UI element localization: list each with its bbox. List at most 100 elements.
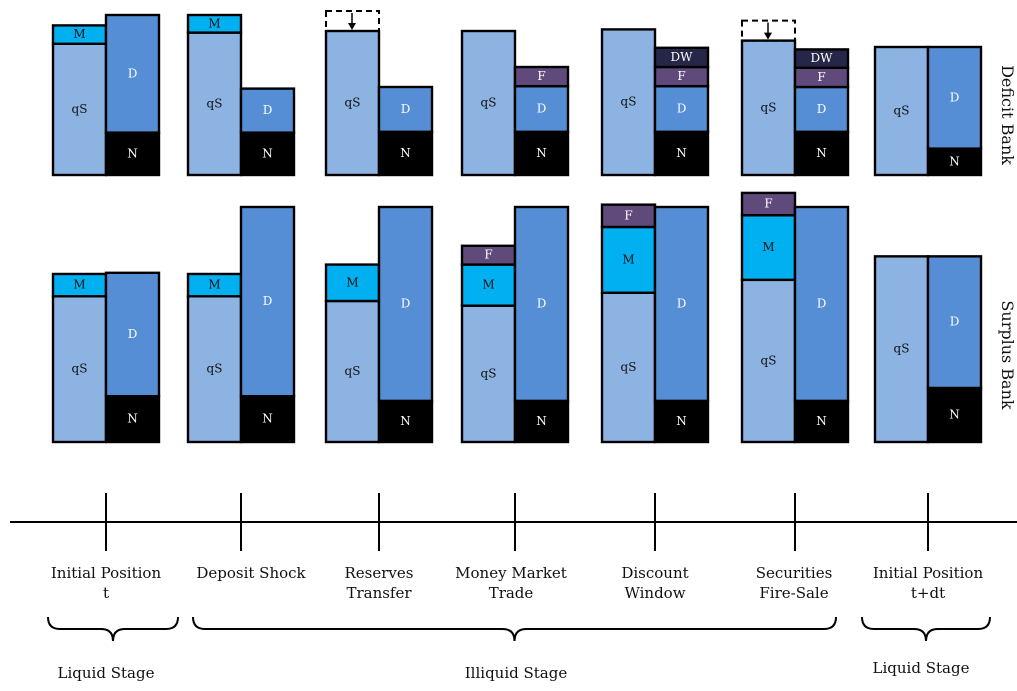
surplus-3-right-d-label: D <box>401 296 411 310</box>
surplus-panel-5: qS M F N D <box>600 203 710 444</box>
deficit-7-right-d-label: D <box>950 90 960 104</box>
stage-caption-4: Money Market Trade <box>455 564 567 602</box>
row-label-surplus: Surplus Bank <box>998 300 1017 409</box>
deficit-2-left-qs-label: qS <box>207 96 223 110</box>
deficit-1-right-d-block <box>104 13 161 134</box>
deficit-2-right-n-block <box>239 131 296 177</box>
deficit-3-withdrawn-reserves-outline <box>325 10 380 32</box>
surplus-2-right-n-label: N <box>262 412 273 426</box>
stage-caption-5: Discount Window <box>621 564 688 602</box>
surplus-panel-2: qS M N D <box>186 205 296 444</box>
surplus-6-right-d-block <box>793 205 850 403</box>
deficit-7-left-qs-block <box>873 45 930 177</box>
deficit-5-right-f-label: F <box>677 69 685 83</box>
deficit-4-left-qs-block <box>460 29 517 177</box>
surplus-panel-4: qS M F N D <box>460 205 570 444</box>
surplus-7-right-n-block <box>926 386 983 444</box>
deficit-4-right-f-block <box>513 65 570 88</box>
phase-label-1: Liquid Stage <box>58 664 155 682</box>
surplus-1-right-d-block <box>104 271 161 398</box>
deficit-5-right-dw-label: DW <box>671 50 694 64</box>
deficit-5-right-d-block <box>653 84 710 133</box>
phase-label-2: Illiquid Stage <box>465 664 568 682</box>
deficit-2-left-qs-block <box>186 31 243 177</box>
surplus-6-left-qs-label: qS <box>761 353 777 367</box>
deficit-2-left-m-block <box>186 13 243 34</box>
surplus-1-right-n-block <box>104 394 161 444</box>
surplus-3-left-m-label: M <box>346 275 358 289</box>
deficit-3-right-d-block <box>377 85 434 133</box>
deficit-7-right-n-block <box>926 147 983 177</box>
phase-braces: Liquid Stage Illiquid Stage Liquid Stage <box>47 616 991 682</box>
deficit-6-right-dw-label: DW <box>811 51 834 65</box>
stage-caption-line: t+dt <box>911 584 945 602</box>
stage-caption-line: Deposit Shock <box>196 564 306 582</box>
stage-caption-line: Initial Position <box>873 564 984 582</box>
surplus-panel-6: qS M F N D <box>740 191 850 444</box>
deficit-3-down-arrow-icon <box>348 23 356 30</box>
surplus-6-left-m-label: M <box>762 240 774 254</box>
deficit-4-right-d-label: D <box>537 102 547 116</box>
stage-caption-line: Securities <box>756 564 833 582</box>
deficit-1-left-m-label: M <box>73 27 85 41</box>
deficit-3-left-qs-label: qS <box>345 96 361 110</box>
stage-caption-line: Trade <box>489 584 534 602</box>
deficit-6-right-n-label: N <box>816 146 827 160</box>
deficit-6-left-qs-block <box>740 39 797 177</box>
surplus-3-right-d-block <box>377 205 434 403</box>
surplus-5-left-m-label: M <box>622 252 634 266</box>
surplus-6-right-n-label: N <box>816 414 827 428</box>
deficit-6-withdrawn-reserves-outline <box>741 19 796 42</box>
deficit-6-right-d-label: D <box>817 102 827 116</box>
surplus-2-left-qs-label: qS <box>207 362 223 376</box>
deficit-5-right-d-label: D <box>677 102 687 116</box>
surplus-6-left-qs-block <box>740 278 797 444</box>
surplus-6-right-d-label: D <box>817 296 827 310</box>
deficit-panel-1: qS M N D <box>51 13 161 177</box>
deficit-4-right-n-label: N <box>536 146 547 160</box>
brace-liquid-stage-start <box>47 616 179 642</box>
stage-caption-1: Initial Position t <box>51 564 162 602</box>
surplus-7-left-qs-label: qS <box>894 342 910 356</box>
surplus-5-right-d-block <box>653 205 710 403</box>
surplus-7-right-d-block <box>926 255 983 390</box>
timeline <box>10 493 1017 551</box>
stage-caption-line: Reserves <box>345 564 414 582</box>
brace-illiquid-stage <box>192 616 837 642</box>
deficit-panel-5: qS N D F DW <box>600 28 710 177</box>
surplus-5-right-n-label: N <box>676 414 687 428</box>
deficit-4-left-qs-label: qS <box>481 96 497 110</box>
surplus-4-left-m-label: M <box>482 278 494 292</box>
stage-caption-line: Transfer <box>346 584 412 602</box>
surplus-1-left-m-label: M <box>73 278 85 292</box>
deficit-6-down-arrow-icon <box>764 32 772 40</box>
deficit-2-right-n-label: N <box>262 146 273 160</box>
surplus-3-left-qs-label: qS <box>345 364 361 378</box>
deficit-3-right-d-label: D <box>401 102 411 116</box>
surplus-6-left-f-label: F <box>764 197 772 211</box>
surplus-5-left-qs-block <box>600 291 657 444</box>
surplus-5-right-n-block <box>653 399 710 444</box>
surplus-7-left-qs-block <box>873 255 930 444</box>
surplus-4-right-d-block <box>513 205 570 403</box>
deficit-1-right-d-label: D <box>128 66 138 80</box>
surplus-panel-1: qS M N D <box>51 271 161 444</box>
deficit-3-right-n-label: N <box>400 146 411 160</box>
surplus-7-right-d-label: D <box>950 315 960 329</box>
deficit-1-left-qs-label: qS <box>72 102 88 116</box>
surplus-7-right-n-label: N <box>949 407 960 421</box>
surplus-1-right-d-label: D <box>128 327 138 341</box>
deficit-7-right-d-block <box>926 45 983 150</box>
surplus-5-right-d-label: D <box>677 296 687 310</box>
surplus-2-right-d-block <box>239 205 296 398</box>
surplus-panel-7: qS N D <box>873 255 983 444</box>
stage-caption-3: Reserves Transfer <box>345 564 414 602</box>
deficit-2-right-d-label: D <box>263 103 273 117</box>
stage-caption-line: Fire-Sale <box>759 584 828 602</box>
deficit-5-left-qs-block <box>600 28 657 177</box>
deficit-6-right-dw-block <box>793 48 850 70</box>
stage-caption-6: Securities Fire-Sale <box>756 564 833 602</box>
deficit-3-right-n-block <box>377 130 434 177</box>
surplus-4-right-d-label: D <box>537 296 547 310</box>
deficit-1-left-qs-block <box>51 42 108 177</box>
